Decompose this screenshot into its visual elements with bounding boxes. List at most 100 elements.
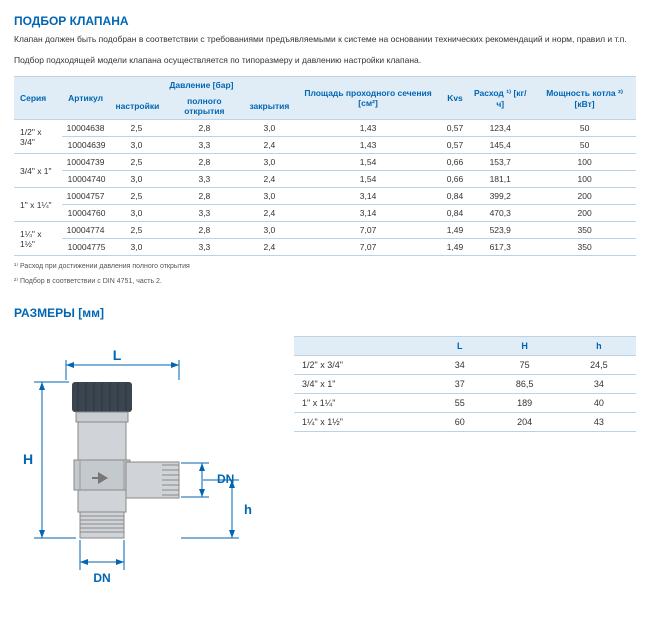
table-row: 1/2" x 3/4"100046382,52,83,01,430,57123,… bbox=[14, 120, 636, 137]
cell-flow: 617,3 bbox=[467, 239, 533, 256]
cell-p1: 3,0 bbox=[109, 205, 163, 222]
cell-power: 100 bbox=[533, 154, 636, 171]
table-row: 1/2" x 3/4" 34 75 24,5 bbox=[294, 356, 636, 375]
cell-p1: 3,0 bbox=[109, 137, 163, 154]
cell-kvs: 0,84 bbox=[443, 188, 468, 205]
table-row: 3/4" x 1"100047392,52,83,01,540,66153,71… bbox=[14, 154, 636, 171]
cell-kvs: 0,66 bbox=[443, 154, 468, 171]
valve-selection-table: Серия Артикул Давление [бар] Площадь про… bbox=[14, 76, 636, 256]
cell-art: 10004638 bbox=[62, 120, 110, 137]
col-pressure: Давление [бар] bbox=[109, 77, 293, 94]
cell-art: 10004757 bbox=[62, 188, 110, 205]
cell-power: 350 bbox=[533, 222, 636, 239]
cell-p2: 2,8 bbox=[163, 222, 245, 239]
cell-art: 10004739 bbox=[62, 154, 110, 171]
cell-H: 204 bbox=[487, 413, 561, 432]
cell-kvs: 0,84 bbox=[443, 205, 468, 222]
cell-area: 7,07 bbox=[293, 239, 442, 256]
cell-p3: 2,4 bbox=[245, 239, 293, 256]
cell-p3: 2,4 bbox=[245, 171, 293, 188]
dimcol-H: H bbox=[487, 337, 561, 356]
cell-p3: 3,0 bbox=[245, 120, 293, 137]
cell-h: 43 bbox=[562, 413, 636, 432]
dim-label-L: L bbox=[113, 347, 122, 363]
dimcol-blank bbox=[294, 337, 432, 356]
cell-power: 200 bbox=[533, 205, 636, 222]
col-power: Мощность котла ²⁾ [кВт] bbox=[533, 77, 636, 120]
col-series: Серия bbox=[14, 77, 62, 120]
cell-L: 37 bbox=[432, 375, 487, 394]
cell-power: 200 bbox=[533, 188, 636, 205]
table-row: 100047603,03,32,43,140,84470,3200 bbox=[14, 205, 636, 222]
cell-p2: 3,3 bbox=[163, 137, 245, 154]
cell-p3: 2,4 bbox=[245, 205, 293, 222]
cell-series: 1/2" x 3/4" bbox=[14, 120, 62, 154]
description-line2: Подбор подходящей модели клапана осущест… bbox=[14, 55, 636, 66]
cell-flow: 123,4 bbox=[467, 120, 533, 137]
dim-label-DN-bottom: DN bbox=[93, 571, 110, 585]
cell-p1: 2,5 bbox=[109, 154, 163, 171]
footnote-1: ¹⁾ Расход при достижении давления полног… bbox=[14, 262, 636, 271]
cell-L: 34 bbox=[432, 356, 487, 375]
cell-area: 1,54 bbox=[293, 154, 442, 171]
cell-power: 350 bbox=[533, 239, 636, 256]
cell-p3: 3,0 bbox=[245, 222, 293, 239]
cell-art: 10004740 bbox=[62, 171, 110, 188]
cell-power: 50 bbox=[533, 120, 636, 137]
cell-p2: 3,3 bbox=[163, 171, 245, 188]
dim-label-h: h bbox=[244, 502, 252, 517]
dimensions-table: L H h 1/2" x 3/4" 34 75 24,53/4" x 1" 37… bbox=[294, 336, 636, 432]
cell-series: 1¼" x 1½" bbox=[294, 413, 432, 432]
table-row: 3/4" x 1" 37 86,5 34 bbox=[294, 375, 636, 394]
cell-area: 3,14 bbox=[293, 205, 442, 222]
cell-art: 10004760 bbox=[62, 205, 110, 222]
table-row: 1" x 1¼"100047572,52,83,03,140,84399,220… bbox=[14, 188, 636, 205]
table-row: 100046393,03,32,41,430,57145,450 bbox=[14, 137, 636, 154]
cell-art: 10004774 bbox=[62, 222, 110, 239]
cell-h: 34 bbox=[562, 375, 636, 394]
cell-area: 7,07 bbox=[293, 222, 442, 239]
dimcol-h: h bbox=[562, 337, 636, 356]
table-row: 100047753,03,32,47,071,49617,3350 bbox=[14, 239, 636, 256]
cell-H: 86,5 bbox=[487, 375, 561, 394]
cell-p1: 3,0 bbox=[109, 239, 163, 256]
cell-series: 3/4" x 1" bbox=[294, 375, 432, 394]
cell-kvs: 1,49 bbox=[443, 239, 468, 256]
cell-area: 1,43 bbox=[293, 120, 442, 137]
cell-flow: 153,7 bbox=[467, 154, 533, 171]
section-title-dimensions: РАЗМЕРЫ [мм] bbox=[14, 306, 636, 320]
cell-p2: 3,3 bbox=[163, 205, 245, 222]
cell-p2: 2,8 bbox=[163, 188, 245, 205]
cell-p3: 3,0 bbox=[245, 188, 293, 205]
cell-area: 1,54 bbox=[293, 171, 442, 188]
col-p-close: закрытия bbox=[245, 93, 293, 120]
cell-L: 60 bbox=[432, 413, 487, 432]
valve-dimension-drawing: L bbox=[14, 330, 274, 610]
cell-flow: 399,2 bbox=[467, 188, 533, 205]
cell-p3: 3,0 bbox=[245, 154, 293, 171]
cell-p1: 2,5 bbox=[109, 188, 163, 205]
cell-p2: 2,8 bbox=[163, 154, 245, 171]
cell-kvs: 0,57 bbox=[443, 120, 468, 137]
dimcol-L: L bbox=[432, 337, 487, 356]
cell-series: 3/4" x 1" bbox=[14, 154, 62, 188]
cell-art: 10004639 bbox=[62, 137, 110, 154]
cell-area: 1,43 bbox=[293, 137, 442, 154]
cell-p1: 3,0 bbox=[109, 171, 163, 188]
table-row: 1" x 1¼" 55 189 40 bbox=[294, 394, 636, 413]
cell-series: 1" x 1¼" bbox=[294, 394, 432, 413]
cell-p2: 3,3 bbox=[163, 239, 245, 256]
col-p-set: настройки bbox=[109, 93, 163, 120]
cell-L: 55 bbox=[432, 394, 487, 413]
cell-p2: 2,8 bbox=[163, 120, 245, 137]
table-row: 100047403,03,32,41,540,66181,1100 bbox=[14, 171, 636, 188]
col-p-open: полного открытия bbox=[163, 93, 245, 120]
description-line1: Клапан должен быть подобран в соответств… bbox=[14, 34, 636, 45]
cell-H: 75 bbox=[487, 356, 561, 375]
cell-kvs: 0,66 bbox=[443, 171, 468, 188]
cell-art: 10004775 bbox=[62, 239, 110, 256]
col-article: Артикул bbox=[62, 77, 110, 120]
cell-flow: 181,1 bbox=[467, 171, 533, 188]
cell-p1: 2,5 bbox=[109, 222, 163, 239]
cell-series: 1/2" x 3/4" bbox=[294, 356, 432, 375]
